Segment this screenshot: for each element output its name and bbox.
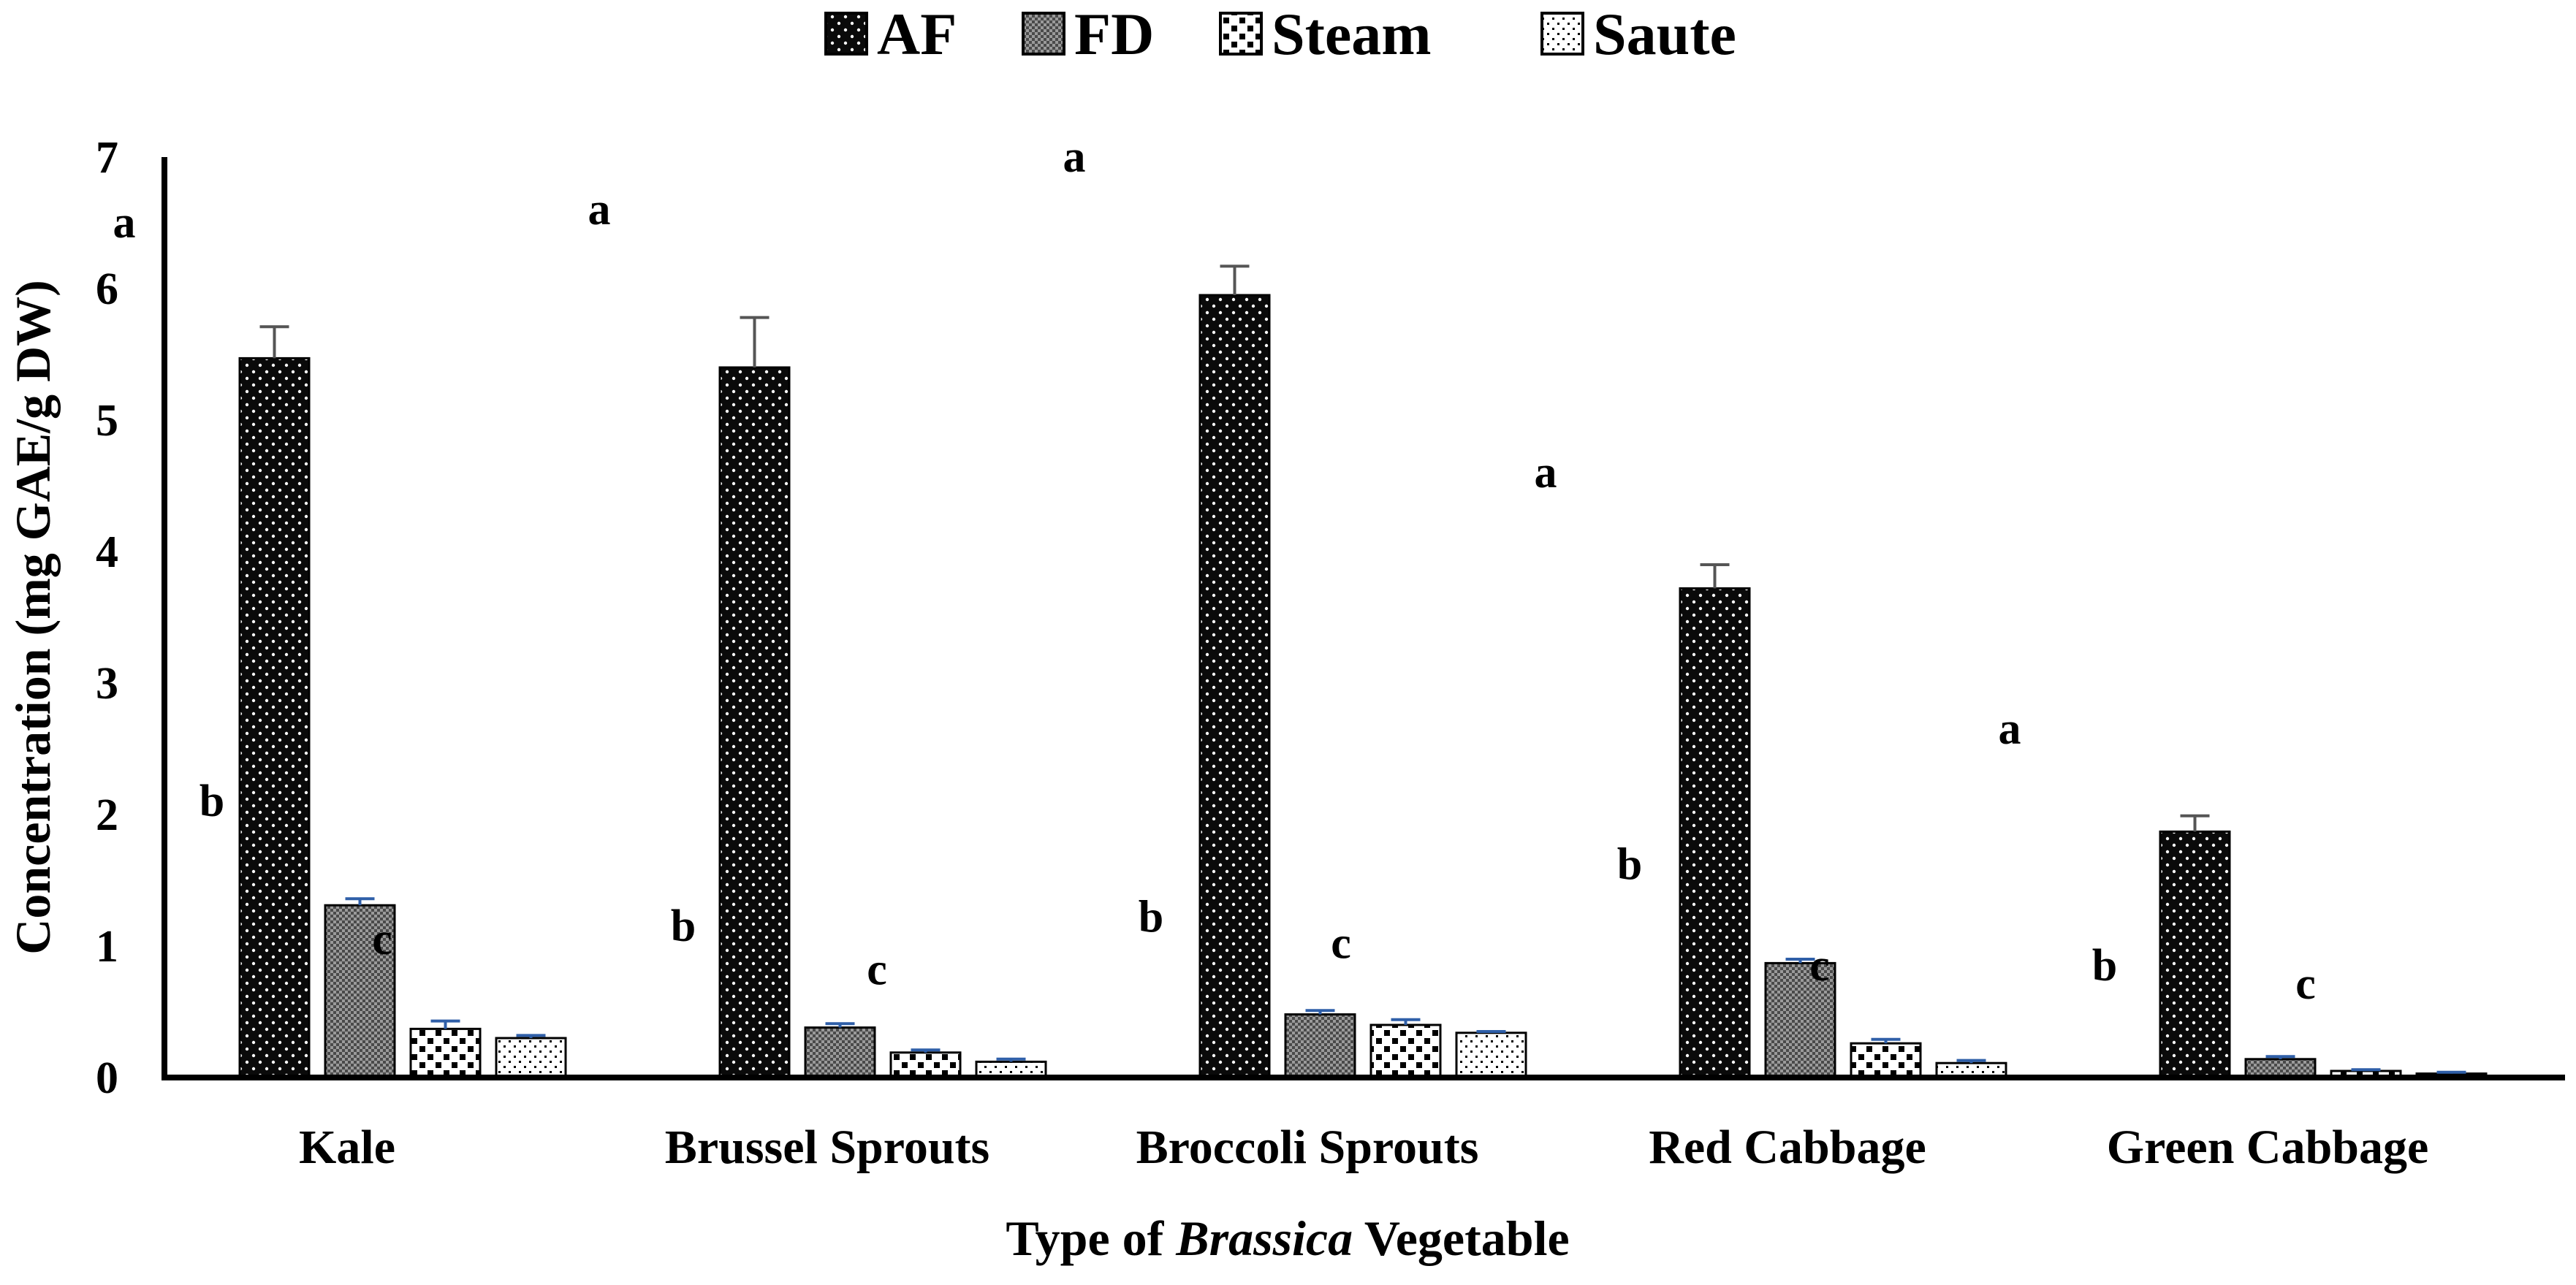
significance-letter: b [2092, 941, 2117, 991]
y-tick-label: 6 [96, 264, 118, 314]
bar-saute-0 [495, 1037, 567, 1079]
significance-letter: b [1139, 892, 1163, 942]
y-tick-label: 5 [96, 396, 118, 446]
legend-label-saute: Saute [1593, 1, 1736, 67]
bar-steam-2 [1369, 1023, 1442, 1079]
y-tick-label: 4 [96, 527, 118, 577]
legend-label-fd: FD [1074, 1, 1154, 67]
bar-saute-2 [1455, 1032, 1527, 1079]
y-tick-label: 1 [96, 922, 118, 972]
legend-swatch-fd [1022, 12, 1065, 56]
significance-letter: a [113, 198, 136, 248]
significance-letter: a [1535, 448, 1557, 497]
x-axis-title-post: Vegetable [1353, 1210, 1570, 1266]
y-tick-label: 0 [96, 1053, 118, 1103]
legend-swatch-saute [1540, 12, 1584, 56]
x-category-label: Brussel Sprouts [665, 1121, 989, 1174]
x-axis-title: Type of Brassica Vegetable [1006, 1210, 1569, 1266]
significance-letter: c [372, 915, 392, 964]
y-tick-label: 7 [96, 133, 118, 183]
x-category-label: Broccoli Sprouts [1136, 1121, 1479, 1174]
significance-letter: a [588, 185, 611, 234]
bar-fd-1 [804, 1026, 876, 1079]
y-axis-ticks: 0 1 2 3 4 5 6 7 [96, 133, 118, 1103]
bar-af-3 [1679, 587, 1751, 1079]
legend-label-af: AF [877, 1, 957, 67]
x-axis-title-pre: Type of [1006, 1210, 1176, 1266]
y-axis-title: Concentration (mg GAE/g DW) [5, 280, 61, 955]
bar-af-1 [718, 366, 791, 1079]
legend-swatch-steam [1219, 12, 1263, 56]
legend-swatch-af [824, 12, 868, 56]
significance-letter: c [1809, 941, 1830, 991]
chart-bars [238, 264, 2488, 1079]
bar-af-2 [1198, 294, 1271, 1079]
x-category-label: Green Cabbage [2107, 1121, 2429, 1174]
chart-legend: AF FD Steam Saute [824, 1, 1736, 67]
significance-letter: c [1331, 918, 1351, 968]
bar-af-4 [2159, 830, 2231, 1079]
bar-steam-0 [409, 1027, 482, 1079]
x-category-label: Kale [299, 1121, 395, 1174]
significance-letter: a [1063, 132, 1086, 182]
significance-letter: c [2295, 959, 2316, 1009]
significance-labels: a b c a b c a b c a b c a b c [113, 132, 2316, 1009]
significance-letter: b [200, 777, 224, 826]
x-axis-title-italic: Brassica [1175, 1210, 1353, 1266]
y-tick-label: 2 [96, 790, 118, 840]
bar-steam-3 [1850, 1042, 1922, 1079]
bar-fd-2 [1284, 1013, 1356, 1079]
bar-steam-1 [889, 1051, 962, 1079]
significance-letter: b [1617, 839, 1642, 889]
significance-letter: a [1999, 704, 2021, 754]
x-axis-category-labels: Kale Brussel Sprouts Broccoli Sprouts Red C… [299, 1121, 2428, 1174]
y-tick-label: 3 [96, 659, 118, 709]
bar-af-0 [238, 356, 311, 1079]
significance-letter: b [671, 901, 696, 951]
significance-letter: c [867, 945, 887, 994]
legend-label-steam: Steam [1272, 1, 1432, 67]
x-category-label: Red Cabbage [1649, 1121, 1926, 1174]
